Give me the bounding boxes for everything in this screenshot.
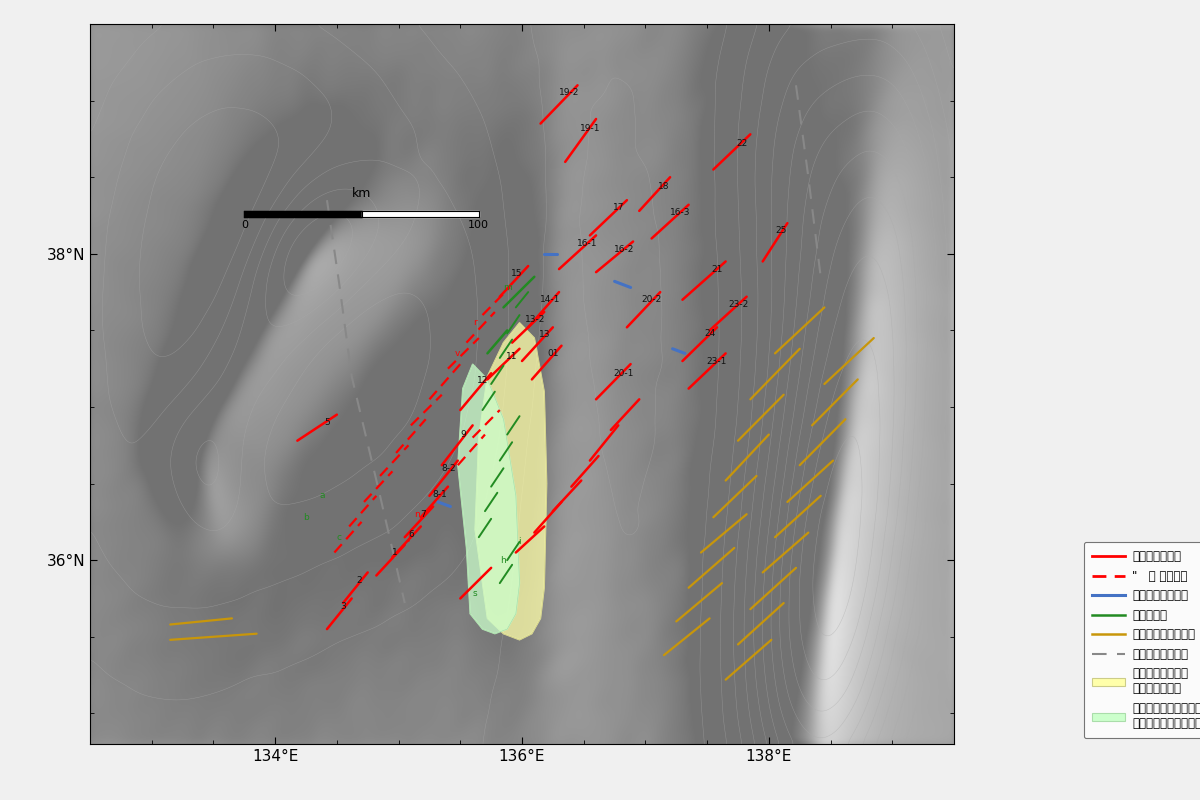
Text: 23-2: 23-2 <box>728 300 748 309</box>
Text: 23-1: 23-1 <box>707 357 727 366</box>
Text: 18: 18 <box>658 182 670 191</box>
Text: 6: 6 <box>408 530 414 538</box>
Text: 0: 0 <box>241 220 247 230</box>
Text: 22: 22 <box>736 139 748 148</box>
Text: 16-3: 16-3 <box>670 208 690 217</box>
Text: 21: 21 <box>712 265 722 274</box>
Text: n: n <box>414 510 420 518</box>
Polygon shape <box>458 364 520 634</box>
Text: 100: 100 <box>468 220 490 230</box>
Text: 8-2: 8-2 <box>442 464 456 473</box>
Text: b: b <box>304 513 308 522</box>
Text: 01: 01 <box>547 349 559 358</box>
Text: 3: 3 <box>340 602 346 610</box>
Text: 7: 7 <box>420 510 426 518</box>
Text: m: m <box>503 283 511 292</box>
Text: 14-1: 14-1 <box>540 295 560 304</box>
Text: s: s <box>473 590 478 598</box>
Text: v: v <box>455 349 461 358</box>
Text: km: km <box>352 187 371 200</box>
Text: 19-1: 19-1 <box>580 124 600 133</box>
Text: 13-2: 13-2 <box>526 315 546 324</box>
Text: h: h <box>500 556 506 565</box>
Text: 19-2: 19-2 <box>559 89 580 98</box>
Text: 11: 11 <box>506 352 518 361</box>
Text: a: a <box>319 491 325 500</box>
Text: 16-2: 16-2 <box>614 245 635 254</box>
Text: 1: 1 <box>392 548 397 557</box>
Polygon shape <box>475 322 547 640</box>
Text: 20-2: 20-2 <box>642 295 661 304</box>
Text: 8-1: 8-1 <box>432 490 446 498</box>
Text: 9: 9 <box>460 430 466 439</box>
Text: 15: 15 <box>511 270 523 278</box>
Text: r: r <box>473 318 476 327</box>
Text: 13: 13 <box>539 330 550 339</box>
Text: 24: 24 <box>704 329 715 338</box>
Text: 16-1: 16-1 <box>577 238 598 247</box>
Text: 5: 5 <box>324 418 330 426</box>
Text: i: i <box>518 538 521 546</box>
Text: 20-1: 20-1 <box>613 369 634 378</box>
Text: j: j <box>407 533 409 542</box>
Text: 2: 2 <box>356 575 362 585</box>
Legend: 評価対象活断層, "   　 伏在部分, 評価単位区間境界, 短い活断層, 評価公表済み活断層, 評価対象海域境界, 浅部沿岸の評価用
データ不足範囲, 陸域活: 評価対象活断層, " 伏在部分, 評価単位区間境界, 短い活断層, 評価公表済み… <box>1084 542 1200 738</box>
Text: c: c <box>337 533 342 542</box>
Text: 12: 12 <box>476 377 488 386</box>
Text: 17: 17 <box>612 203 624 212</box>
Text: 25: 25 <box>775 226 787 235</box>
